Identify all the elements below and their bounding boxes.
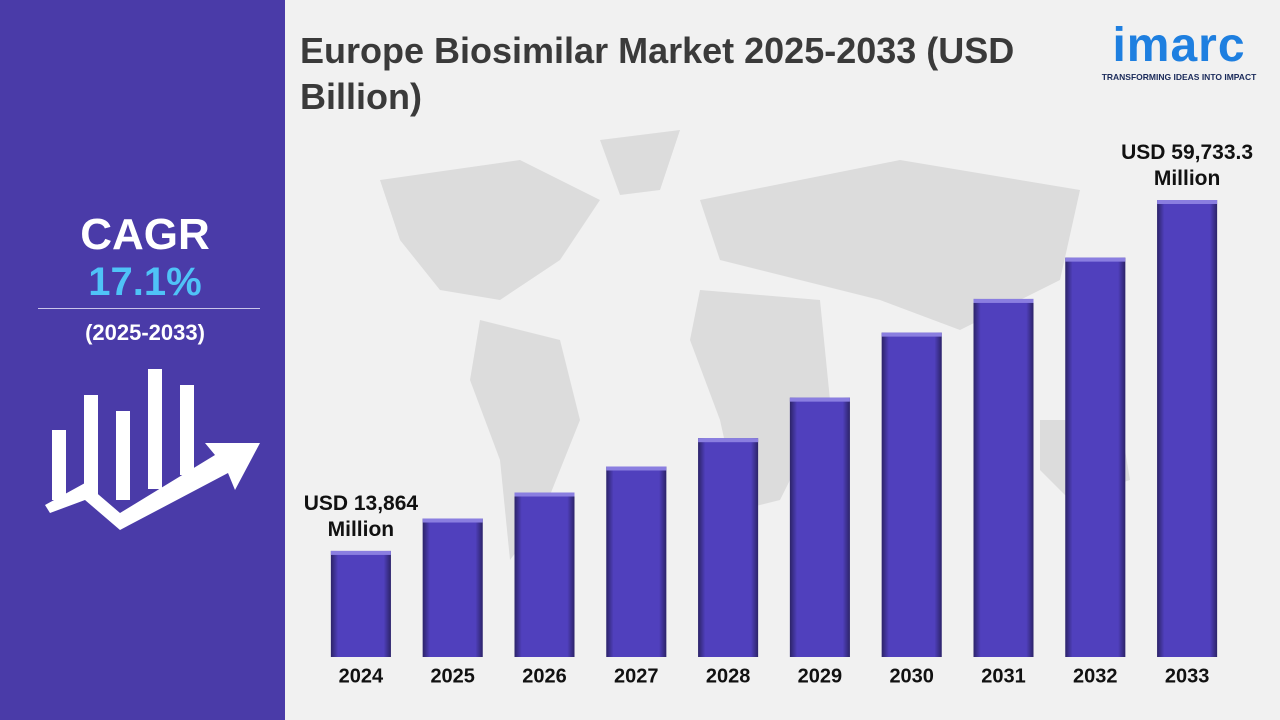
bar-shade: [330, 550, 391, 657]
x-tick-label: 2024: [339, 665, 384, 687]
growth-icon: [45, 369, 260, 530]
x-tick-label: 2028: [706, 665, 751, 687]
cagr-value: 17.1%: [88, 260, 202, 304]
bar-shade: [881, 332, 942, 657]
bar-shade: [606, 466, 667, 657]
x-tick-label: 2031: [981, 665, 1026, 687]
logo: imarc TRANSFORMING IDEAS INTO IMPACT: [1093, 19, 1265, 83]
logo-name: imarc: [1112, 19, 1246, 72]
x-tick-label: 2033: [1165, 665, 1210, 687]
x-tick-label: 2030: [889, 665, 934, 687]
bar-cap: [1065, 257, 1126, 262]
bar-shade: [789, 397, 850, 657]
bar-shade: [514, 492, 575, 657]
bar-shade: [1157, 200, 1218, 657]
value-label: USD 59,733.3 Million: [1121, 141, 1254, 190]
bar-cap: [698, 438, 759, 443]
x-tick-label: 2025: [430, 665, 475, 687]
cagr-label: CAGR: [80, 210, 210, 259]
bar-cap: [514, 492, 575, 497]
bar-cap: [881, 332, 942, 337]
bar-shade: [1065, 257, 1126, 657]
bar-cap: [1157, 200, 1218, 204]
bar-shade: [698, 438, 759, 657]
bar-shade: [422, 518, 483, 657]
bar-shade: [973, 298, 1034, 657]
x-tick-label: 2032: [1073, 665, 1118, 687]
bar-cap: [789, 397, 850, 402]
divider: [38, 308, 260, 309]
logo-tagline: TRANSFORMING IDEAS INTO IMPACT: [1101, 72, 1257, 82]
x-tick-label: 2027: [614, 665, 659, 687]
x-tick-label: 2026: [522, 665, 567, 687]
cagr-period: (2025-2033): [85, 320, 205, 345]
world-map: [380, 130, 1130, 560]
bar-cap: [606, 466, 667, 471]
x-tick-label: 2029: [798, 665, 843, 687]
sidebar: CAGR 17.1% (2025-2033): [0, 0, 285, 720]
chart-title: Europe Biosimilar Market 2025-2033 (USD …: [300, 30, 1015, 117]
bar-cap: [422, 518, 483, 523]
bar-cap: [330, 550, 391, 555]
bar-cap: [973, 298, 1034, 303]
value-label: USD 13,864 Million: [303, 491, 419, 541]
